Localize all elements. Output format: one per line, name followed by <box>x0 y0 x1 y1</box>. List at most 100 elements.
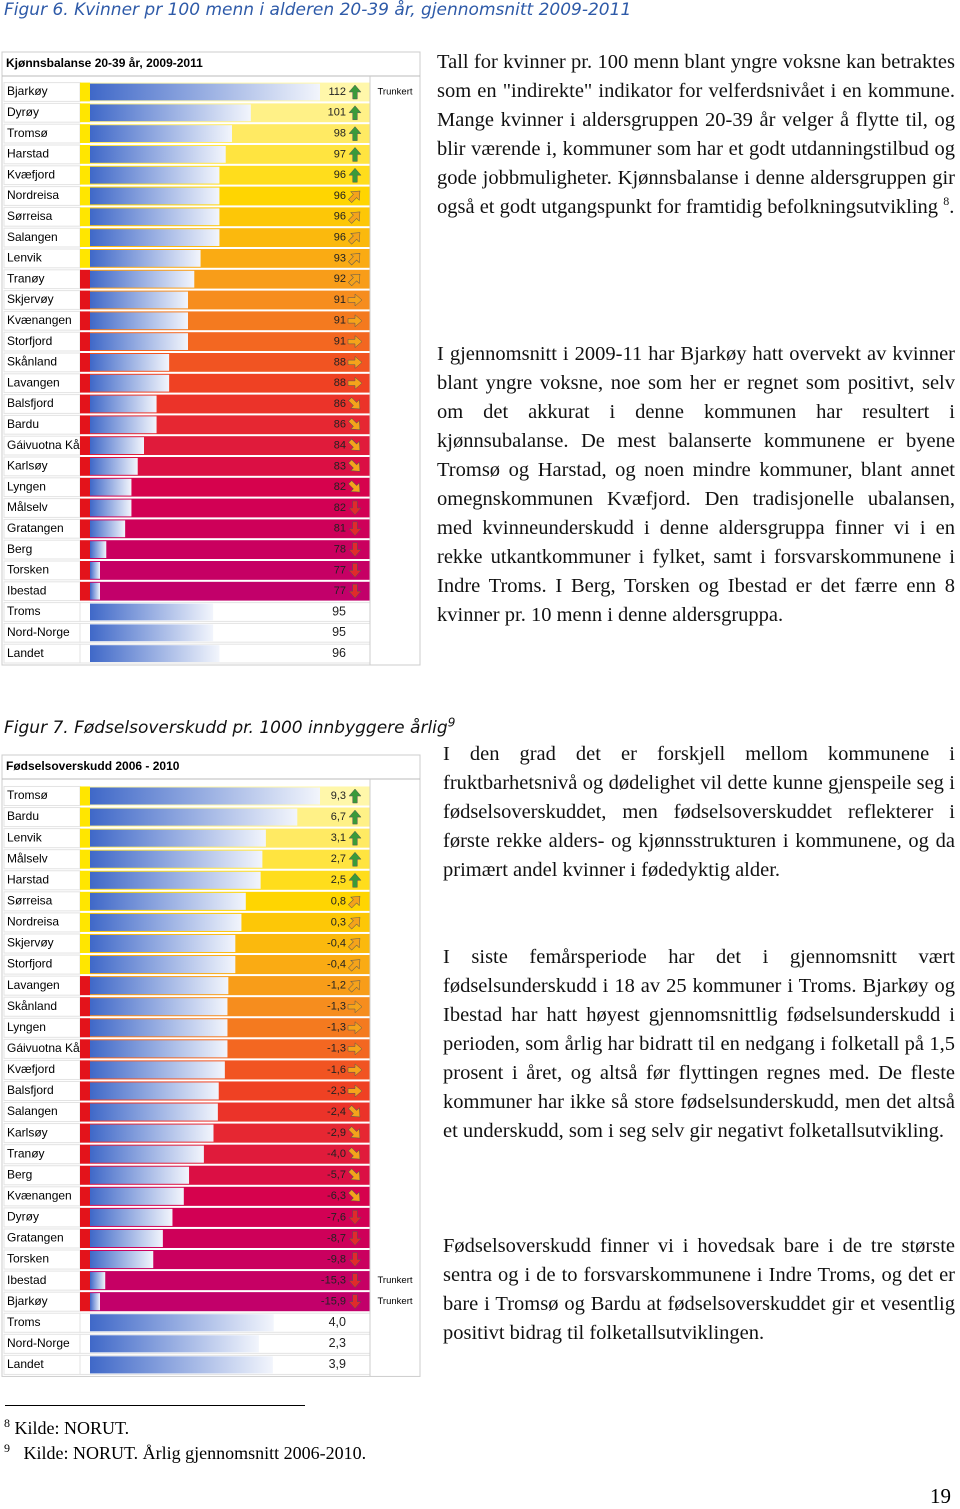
trend-arrow <box>348 126 362 141</box>
trend-arrow <box>348 917 361 930</box>
data-bar <box>90 291 188 309</box>
status-strip <box>80 82 90 102</box>
trend-arrow <box>347 355 363 369</box>
value-label: 96 <box>334 211 346 223</box>
data-bar <box>90 416 157 434</box>
row-name: Sørreisa <box>7 894 53 908</box>
row-name: Bjarkøy <box>7 84 48 98</box>
row-name: Bjarkøy <box>7 1294 48 1308</box>
scale-cell <box>90 1250 370 1270</box>
trend-arrow <box>347 335 363 349</box>
status-strip <box>80 311 90 331</box>
data-bar <box>90 603 214 621</box>
data-bar <box>90 437 144 454</box>
status-strip <box>80 290 90 310</box>
status-strip <box>80 807 90 827</box>
data-bar <box>90 1272 106 1290</box>
status-strip <box>80 1292 90 1312</box>
arrow-shape <box>348 1273 362 1288</box>
value-label: 6,7 <box>331 811 346 823</box>
row-name: Dyrøy <box>7 105 39 119</box>
row-name: Karlsøy <box>7 459 48 473</box>
footnote: 8 Kilde: NORUT. <box>4 1416 129 1439</box>
arrow-shape <box>348 938 361 951</box>
data-bar <box>90 871 261 889</box>
trend-arrow <box>347 1000 363 1014</box>
status-strip <box>80 1165 90 1185</box>
value-label: 96 <box>334 169 346 181</box>
data-bar <box>90 1124 214 1142</box>
arrow-shape <box>348 232 361 245</box>
row-name: Lyngen <box>7 479 46 493</box>
data-bar <box>90 1251 154 1269</box>
trend-arrow <box>347 314 363 328</box>
value-label: 83 <box>334 460 346 472</box>
trend-arrow <box>348 417 361 431</box>
data-bar <box>90 187 220 205</box>
data-bar <box>90 1314 274 1332</box>
row-name: Lenvik <box>7 251 43 265</box>
arrow-shape <box>347 293 363 307</box>
arrow-shape <box>348 1252 362 1267</box>
trend-arrow <box>348 872 362 888</box>
value-label: 88 <box>334 356 346 368</box>
status-strip <box>80 373 90 393</box>
trend-arrow <box>348 938 361 951</box>
data-bar <box>90 1187 184 1205</box>
row-name: Målselv <box>7 500 48 514</box>
status-strip <box>80 1250 90 1270</box>
data-bar <box>90 312 188 330</box>
arrow-shape <box>347 1063 363 1077</box>
status-strip <box>80 519 90 539</box>
arrow-shape <box>347 1000 363 1014</box>
trend-arrow <box>348 788 362 804</box>
row-name: Gratangen <box>7 521 64 535</box>
status-strip <box>80 436 90 455</box>
row-name: Ibestad <box>7 583 46 597</box>
value-label: 84 <box>334 440 346 452</box>
trend-arrow <box>348 851 362 867</box>
data-bar <box>90 1229 163 1248</box>
arrow-shape <box>348 190 361 203</box>
value-label: 78 <box>334 544 346 556</box>
row-name: Balsfjord <box>7 1083 54 1097</box>
value-label: -1,6 <box>327 1064 346 1076</box>
arrow-shape <box>348 126 362 141</box>
value-label: -8,7 <box>327 1232 346 1244</box>
scale-cell <box>90 457 370 476</box>
trend-arrow <box>348 809 362 825</box>
value-label: 81 <box>334 523 346 535</box>
value-label: 77 <box>334 564 346 576</box>
data-bar <box>90 1082 219 1100</box>
row-name: Landet <box>7 1357 44 1371</box>
note: Trunkert <box>377 1296 412 1307</box>
row-name: Bardu <box>7 417 39 431</box>
trend-arrow <box>348 105 362 121</box>
arrow-shape <box>348 84 362 100</box>
footnote-mark: 8 <box>4 1416 10 1430</box>
value-label: 91 <box>334 336 346 348</box>
paragraph-text: Tall for kvinner pr. 100 menn blant yngr… <box>437 51 955 218</box>
data-bar <box>90 208 220 226</box>
scale-cell <box>90 540 370 559</box>
value-label: 82 <box>334 481 346 493</box>
row-name: Lavangen <box>7 978 60 992</box>
value-label: -1,3 <box>327 1001 346 1013</box>
arrow-shape <box>348 1126 361 1139</box>
value-label: 101 <box>328 107 346 119</box>
status-strip <box>80 1186 90 1206</box>
footnote-rule <box>5 1405 305 1406</box>
arrow-shape <box>348 397 361 410</box>
value-label: -15,3 <box>321 1275 346 1287</box>
status-strip <box>80 849 90 869</box>
row-name: Berg <box>7 542 32 556</box>
status-strip <box>80 540 90 559</box>
arrow-shape <box>348 417 361 431</box>
table-title: Fødselsoverskudd 2006 - 2010 <box>6 759 180 773</box>
status-strip <box>80 933 90 954</box>
row-name: Gáivuotna Kåf <box>7 438 84 452</box>
arrow-shape <box>348 542 362 557</box>
scale-cell <box>90 1271 370 1291</box>
value-label: 3,9 <box>329 1357 346 1371</box>
footnote: 9 Kilde: NORUT. Årlig gjennomsnitt 2006-… <box>4 1442 366 1464</box>
